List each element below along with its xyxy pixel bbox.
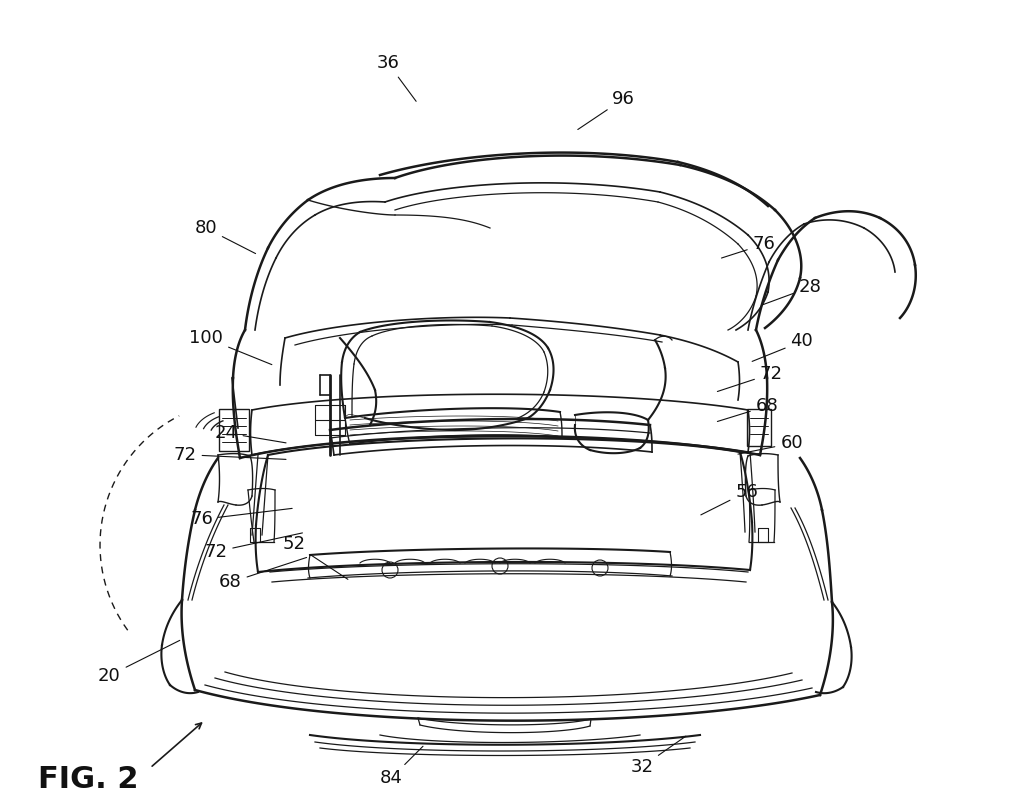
Text: 32: 32 <box>631 736 686 776</box>
Text: 84: 84 <box>380 746 423 787</box>
Text: 56: 56 <box>700 483 758 515</box>
Text: 72: 72 <box>174 446 286 464</box>
Text: 20: 20 <box>98 641 180 684</box>
Text: 100: 100 <box>189 329 271 365</box>
Text: 28: 28 <box>763 278 821 305</box>
Text: 52: 52 <box>283 535 348 579</box>
Text: 68: 68 <box>219 557 306 591</box>
Text: 72: 72 <box>205 533 302 561</box>
Text: 36: 36 <box>377 54 416 101</box>
Text: 80: 80 <box>195 219 256 253</box>
Text: 76: 76 <box>722 235 775 258</box>
Text: FIG. 2: FIG. 2 <box>38 765 138 794</box>
Text: 76: 76 <box>190 508 292 528</box>
Text: 40: 40 <box>753 332 813 362</box>
Text: 24: 24 <box>215 424 286 443</box>
Text: 96: 96 <box>578 90 635 129</box>
Text: 60: 60 <box>738 434 803 454</box>
Text: 68: 68 <box>718 397 778 421</box>
Text: 72: 72 <box>718 365 782 392</box>
